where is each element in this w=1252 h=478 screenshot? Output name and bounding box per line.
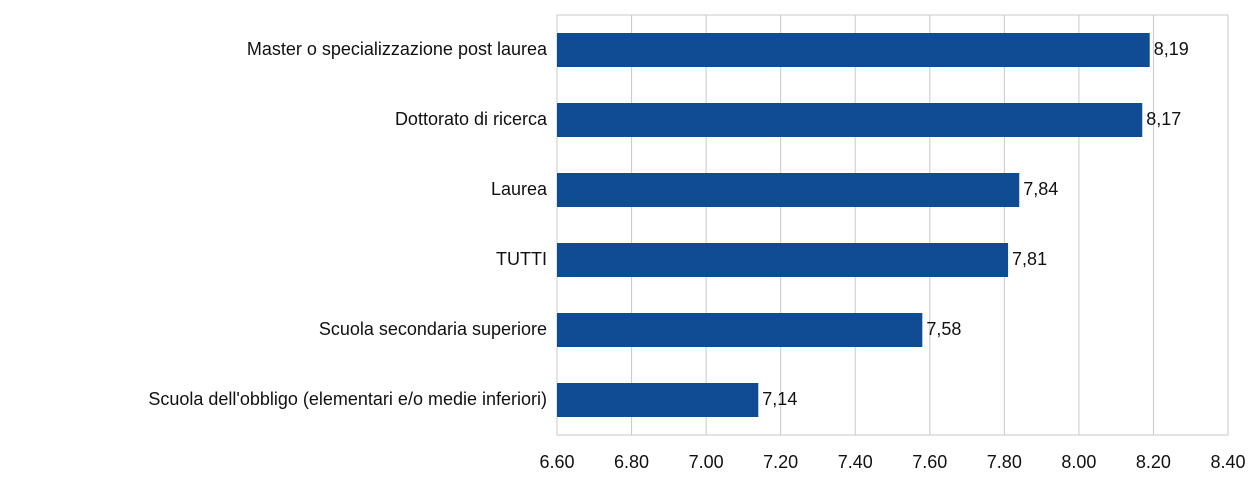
- x-tick-label: 7.80: [987, 452, 1022, 472]
- x-tick-label: 8.00: [1061, 452, 1096, 472]
- bar: [557, 33, 1150, 67]
- bar: [557, 173, 1020, 207]
- data-label: 7,58: [926, 319, 961, 339]
- bar: [557, 383, 759, 417]
- data-label: 8,17: [1146, 109, 1181, 129]
- y-tick-label: Dottorato di ricerca: [395, 109, 548, 129]
- data-label: 7,84: [1023, 179, 1058, 199]
- plot-frame: [556, 14, 1229, 436]
- y-tick-label: Laurea: [491, 179, 548, 199]
- data-label: 8,19: [1154, 39, 1189, 59]
- bar: [557, 103, 1143, 137]
- data-label: 7,14: [762, 389, 797, 409]
- y-tick-label: TUTTI: [496, 249, 547, 269]
- x-tick-label: 7.20: [763, 452, 798, 472]
- x-tick-label: 8.40: [1210, 452, 1245, 472]
- y-tick-label: Scuola secondaria superiore: [319, 319, 547, 339]
- y-tick-label: Scuola dell'obbligo (elementari e/o medi…: [148, 389, 547, 409]
- data-label: 7,81: [1012, 249, 1047, 269]
- bar: [557, 313, 923, 347]
- x-tick-label: 8.20: [1136, 452, 1171, 472]
- x-tick-label: 7.60: [912, 452, 947, 472]
- x-tick-label: 7.40: [838, 452, 873, 472]
- bar: [557, 243, 1009, 277]
- y-tick-label: Master o specializzazione post laurea: [247, 39, 548, 59]
- x-tick-label: 7.00: [689, 452, 724, 472]
- x-tick-label: 6.60: [539, 452, 574, 472]
- x-tick-label: 6.80: [614, 452, 649, 472]
